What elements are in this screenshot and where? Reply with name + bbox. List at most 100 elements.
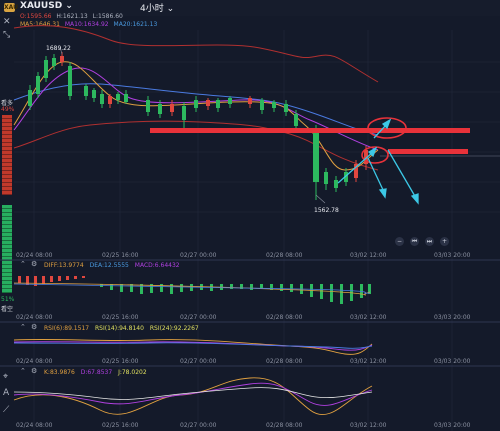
macd-dea-value: DEA:12.5555: [89, 262, 129, 269]
kdj-readout: K:83.9876 D:67.8537 J:78.0202: [44, 369, 147, 376]
gear-icon[interactable]: ⚙: [31, 260, 38, 268]
macd-diff-value: DIFF:13.9774: [44, 262, 84, 269]
open-value: O:1595.66: [20, 13, 52, 20]
time-label: 02/25 16:00: [102, 422, 139, 429]
high-value: H:1621.13: [56, 13, 88, 20]
time-label: 02/28 08:00: [266, 314, 303, 321]
time-label: 02/28 08:00: [266, 252, 303, 259]
macd-histogram: [18, 276, 371, 304]
time-label: 02/24 08:00: [16, 252, 53, 259]
collapse-icon[interactable]: ⌃: [20, 367, 26, 375]
candle: [206, 100, 210, 106]
ma20-value: MA20:1621.13: [113, 21, 158, 28]
candle: [194, 100, 198, 108]
previous-button[interactable]: ⏮: [410, 237, 419, 246]
candle: [44, 60, 48, 78]
time-label: 03/02 12:00: [350, 422, 387, 429]
collapse-icon[interactable]: ⌃: [20, 323, 26, 331]
candle: [228, 98, 232, 104]
chevron-down-icon: ⌄: [65, 1, 73, 11]
ma5-value: MA5:1646.31: [20, 21, 60, 28]
macd-readout: DIFF:13.9774 DEA:12.5555 MACD:6.64432: [44, 262, 180, 269]
candle: [116, 94, 120, 100]
zoom-in-button[interactable]: +: [440, 237, 449, 246]
candle: [124, 94, 128, 102]
kdj-j-line: [13, 377, 373, 416]
time-label: 03/03 20:00: [434, 358, 471, 365]
collapse-icon[interactable]: ⌃: [20, 260, 26, 268]
line-tool-icon[interactable]: ⟋: [3, 405, 10, 415]
candles: [28, 52, 368, 200]
candle: [260, 100, 264, 110]
rsi14-value: RSI(14):94.8140: [95, 325, 144, 332]
candle: [248, 98, 252, 104]
rsi6-line: [13, 338, 373, 355]
time-label: 02/27 00:00: [180, 358, 217, 365]
zoom-out-button[interactable]: −: [395, 237, 404, 246]
candle: [216, 100, 220, 108]
candle: [60, 56, 64, 62]
bear-label: 看空: [1, 306, 14, 313]
macd-dif-line: [13, 282, 371, 296]
time-label: 02/25 16:00: [102, 314, 139, 321]
candle: [364, 150, 368, 164]
candle: [344, 172, 348, 182]
symbol-selector[interactable]: XAUUSD ⌄: [20, 1, 73, 11]
time-label: 02/28 08:00: [266, 358, 303, 365]
rsi6-value: RSI(6):89.1517: [44, 325, 90, 332]
time-label: 03/02 12:00: [350, 358, 387, 365]
high-price-label: 1689.22: [46, 45, 71, 52]
forecast-arrows: [337, 118, 419, 205]
time-label: 02/27 00:00: [180, 422, 217, 429]
candle: [284, 104, 288, 112]
chevron-down-icon: ⌄: [166, 4, 175, 14]
time-label: 02/27 00:00: [180, 252, 217, 259]
time-label: 02/24 08:00: [16, 422, 53, 429]
low-value: L:1586.60: [92, 13, 123, 20]
ohlc-readout: O:1595.66 H:1621.13 L:1586.60: [20, 13, 123, 20]
candle: [92, 90, 96, 98]
time-label: 02/24 08:00: [16, 314, 53, 321]
candle: [294, 114, 298, 126]
candle: [52, 58, 56, 66]
candle: [100, 94, 104, 104]
gear-icon[interactable]: ⚙: [31, 367, 38, 375]
candle: [324, 172, 328, 184]
kdj-k-value: K:83.9876: [44, 369, 75, 376]
kdj-k-line: [13, 387, 373, 400]
symbol-name: XAUUSD: [20, 1, 63, 11]
time-label: 02/27 00:00: [180, 314, 217, 321]
macd-value: MACD:6.64432: [134, 262, 180, 269]
candle: [170, 104, 174, 112]
next-button[interactable]: ⏭: [425, 237, 434, 246]
text-tool-icon[interactable]: A: [3, 388, 10, 398]
bull-label: 看多: [1, 100, 14, 107]
resistance-circle: [367, 117, 407, 139]
time-label: 03/02 12:00: [350, 314, 387, 321]
time-label: 03/03 20:00: [434, 252, 471, 259]
ma10-line: [13, 67, 379, 151]
bollinger-upper: [13, 25, 379, 83]
panel-separators: [0, 259, 500, 367]
gear-icon[interactable]: ⚙: [31, 323, 38, 331]
rsi24-line: [13, 342, 373, 349]
timeframe-label: 4小时: [140, 4, 164, 14]
time-label: 02/25 16:00: [102, 252, 139, 259]
ma20-line: [13, 83, 379, 136]
timeframe-selector[interactable]: 4小时 ⌄: [140, 1, 174, 14]
candle: [84, 86, 88, 96]
bear-sentiment-bar: [2, 205, 12, 293]
candle: [158, 104, 162, 114]
low-price-label: 1562.78: [314, 207, 339, 214]
time-label: 03/02 12:00: [350, 252, 387, 259]
bear-percent: 51%: [1, 296, 15, 303]
candle: [68, 66, 72, 96]
symbol-logo: XAU: [4, 3, 18, 12]
cross-icon[interactable]: ✕: [3, 17, 11, 27]
time-label: 02/24 08:00: [16, 358, 53, 365]
crosshair-icon[interactable]: ⤡: [3, 30, 11, 40]
crosshair-tool-icon[interactable]: ⌖: [3, 372, 9, 382]
kdj-j-value: J:78.0202: [118, 369, 147, 376]
bull-percent: 49%: [1, 106, 15, 113]
